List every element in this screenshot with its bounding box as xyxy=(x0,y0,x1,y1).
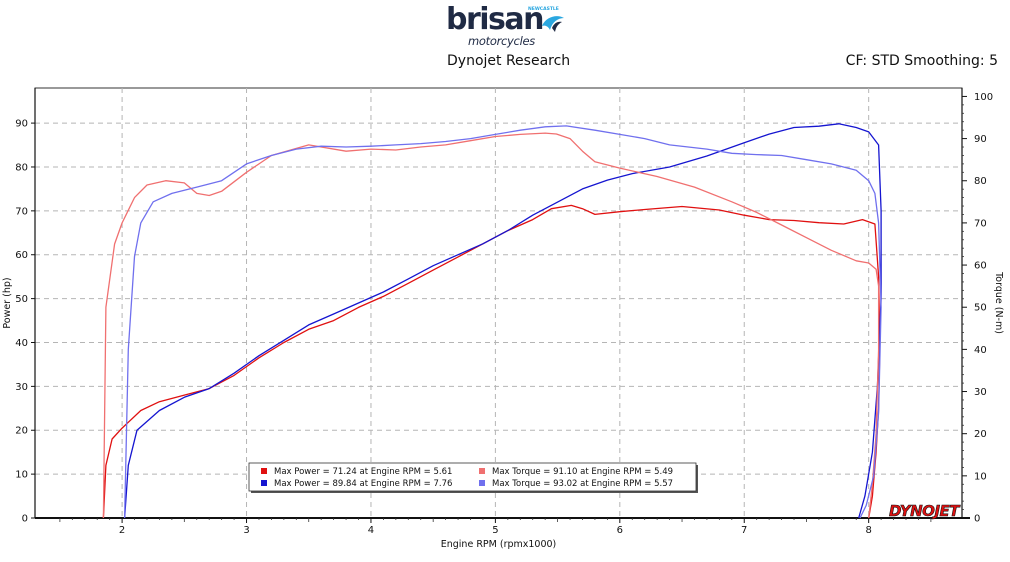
right-tick-label: 40 xyxy=(974,345,987,356)
right-tick-label: 80 xyxy=(974,176,987,187)
y-axis-right-label: Torque (N-m) xyxy=(993,271,1004,334)
right-tick-label: 100 xyxy=(974,92,993,103)
left-tick-label: 10 xyxy=(15,470,28,481)
brand-name: brisan xyxy=(446,2,545,37)
chart-title: Dynojet Research xyxy=(447,53,571,69)
legend-swatch xyxy=(479,480,485,486)
series-line-blue xyxy=(123,123,882,519)
correction-info: CF: STD Smoothing: 5 xyxy=(845,53,998,69)
x-axis-label: Engine RPM (rpmx1000) xyxy=(441,539,557,550)
legend-entry: Max Torque = 91.10 at Engine RPM = 5.49 xyxy=(492,467,673,477)
right-tick-label: 60 xyxy=(974,261,987,272)
left-tick-label: 90 xyxy=(15,119,28,130)
left-tick-label: 80 xyxy=(15,162,28,173)
y-axis-left-label: Power (hp) xyxy=(2,277,13,328)
right-tick-label: 10 xyxy=(974,471,987,482)
legend-box xyxy=(248,462,697,492)
left-tick-label: 40 xyxy=(15,338,28,349)
brand-tag: NEWCASTLE xyxy=(528,7,559,12)
left-tick-label: 70 xyxy=(15,206,28,217)
x-tick-label: 8 xyxy=(865,525,871,536)
legend-entry: Max Power = 89.84 at Engine RPM = 7.76 xyxy=(274,479,452,489)
dynojet-watermark: DYNOJET xyxy=(889,502,961,520)
left-tick-label: 20 xyxy=(15,426,28,437)
left-tick-label: 30 xyxy=(15,382,28,393)
right-tick-label: 50 xyxy=(974,303,987,314)
legend-swatch xyxy=(479,468,485,474)
brand-logo: brisan NEWCASTLE motorcycles xyxy=(440,2,570,48)
left-tick-label: 60 xyxy=(15,250,28,261)
x-tick-label: 3 xyxy=(243,525,249,536)
x-tick-label: 4 xyxy=(368,525,374,536)
legend-entry: Max Power = 71.24 at Engine RPM = 5.61 xyxy=(274,467,452,477)
left-tick-label: 0 xyxy=(22,514,28,525)
legend-swatch xyxy=(261,468,267,474)
legend-entry: Max Torque = 93.02 at Engine RPM = 5.57 xyxy=(492,479,673,489)
brand-subtitle: motorcycles xyxy=(468,34,535,48)
brand-swoosh-icon xyxy=(542,16,564,32)
x-tick-label: 2 xyxy=(119,525,125,536)
legend-swatch xyxy=(261,480,267,486)
x-tick-label: 5 xyxy=(492,525,498,536)
right-tick-label: 0 xyxy=(974,514,980,525)
right-tick-label: 30 xyxy=(974,387,987,398)
x-tick-label: 7 xyxy=(741,525,747,536)
right-tick-label: 20 xyxy=(974,429,987,440)
plot-area xyxy=(34,87,963,519)
series-line-lightblue xyxy=(123,125,882,519)
right-tick-label: 90 xyxy=(974,134,987,145)
right-tick-label: 70 xyxy=(974,218,987,229)
x-tick-label: 6 xyxy=(617,525,623,536)
left-tick-label: 50 xyxy=(15,294,28,305)
series-line-lightred xyxy=(102,132,880,519)
